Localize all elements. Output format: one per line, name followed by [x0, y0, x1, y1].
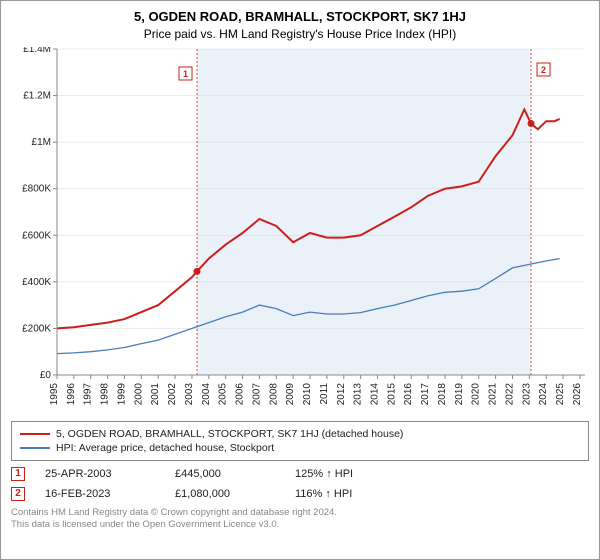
- svg-text:2005: 2005: [218, 383, 229, 406]
- tx-price: £1,080,000: [175, 488, 275, 500]
- svg-text:2020: 2020: [471, 383, 482, 406]
- svg-text:2017: 2017: [420, 383, 431, 406]
- footer-line: Contains HM Land Registry data © Crown c…: [11, 507, 589, 519]
- svg-text:£1M: £1M: [32, 137, 51, 148]
- svg-text:1995: 1995: [49, 383, 60, 406]
- legend-item: 5, OGDEN ROAD, BRAMHALL, STOCKPORT, SK7 …: [20, 428, 580, 440]
- svg-text:£1.2M: £1.2M: [23, 91, 51, 102]
- svg-text:2013: 2013: [353, 383, 364, 406]
- legend-swatch: [20, 433, 50, 435]
- svg-text:2024: 2024: [538, 383, 549, 406]
- tx-date: 16-FEB-2023: [45, 488, 155, 500]
- svg-text:1999: 1999: [116, 383, 127, 406]
- svg-text:2026: 2026: [572, 383, 583, 406]
- svg-text:2021: 2021: [488, 383, 499, 406]
- svg-text:2: 2: [541, 65, 546, 75]
- legend-label: 5, OGDEN ROAD, BRAMHALL, STOCKPORT, SK7 …: [56, 428, 403, 440]
- svg-text:2011: 2011: [319, 383, 330, 405]
- svg-text:£800K: £800K: [22, 184, 51, 195]
- svg-text:2001: 2001: [150, 383, 161, 406]
- svg-text:1996: 1996: [66, 383, 77, 406]
- svg-text:£400K: £400K: [22, 277, 51, 288]
- subtitle: Price paid vs. HM Land Registry's House …: [11, 27, 589, 41]
- svg-text:2009: 2009: [285, 383, 296, 406]
- legend-label: HPI: Average price, detached house, Stoc…: [56, 442, 274, 454]
- svg-text:2022: 2022: [504, 383, 515, 406]
- svg-text:1998: 1998: [100, 383, 111, 406]
- tx-badge: 2: [11, 487, 25, 501]
- svg-text:2019: 2019: [454, 383, 465, 406]
- svg-text:2016: 2016: [403, 383, 414, 406]
- svg-text:£1.4M: £1.4M: [23, 47, 51, 55]
- svg-text:2012: 2012: [336, 383, 347, 406]
- svg-text:2014: 2014: [370, 383, 381, 406]
- transaction-row: 2 16-FEB-2023 £1,080,000 116% ↑ HPI: [11, 487, 589, 501]
- line-chart: £0 £200K £400K £600K £800K £1M £1.2M £1.4M 1995 1…: [11, 47, 589, 417]
- legend-item: HPI: Average price, detached house, Stoc…: [20, 442, 580, 454]
- transaction-row: 1 25-APR-2003 £445,000 125% ↑ HPI: [11, 467, 589, 481]
- tx-hpi: 125% ↑ HPI: [295, 468, 385, 480]
- svg-text:2008: 2008: [268, 383, 279, 406]
- svg-text:2023: 2023: [521, 383, 532, 406]
- svg-text:1: 1: [183, 69, 188, 79]
- svg-text:2007: 2007: [251, 383, 262, 406]
- legend: 5, OGDEN ROAD, BRAMHALL, STOCKPORT, SK7 …: [11, 421, 589, 461]
- tx-date: 25-APR-2003: [45, 468, 155, 480]
- svg-text:2018: 2018: [437, 383, 448, 406]
- chart-area: £0 £200K £400K £600K £800K £1M £1.2M £1.4M 1995 1…: [11, 47, 589, 417]
- tx-price: £445,000: [175, 468, 275, 480]
- footer: Contains HM Land Registry data © Crown c…: [11, 507, 589, 532]
- svg-text:2000: 2000: [133, 383, 144, 406]
- footer-line: This data is licensed under the Open Gov…: [11, 519, 589, 531]
- svg-text:2025: 2025: [555, 383, 566, 406]
- svg-text:2004: 2004: [201, 383, 212, 406]
- svg-text:£600K: £600K: [22, 230, 51, 241]
- title: 5, OGDEN ROAD, BRAMHALL, STOCKPORT, SK7 …: [11, 9, 589, 24]
- svg-text:2015: 2015: [386, 383, 397, 406]
- tx-hpi: 116% ↑ HPI: [295, 488, 385, 500]
- legend-swatch: [20, 447, 50, 449]
- svg-text:1997: 1997: [83, 383, 94, 406]
- tx-badge: 1: [11, 467, 25, 481]
- svg-text:£0: £0: [40, 370, 52, 381]
- svg-text:2003: 2003: [184, 383, 195, 406]
- svg-text:2002: 2002: [167, 383, 178, 406]
- svg-text:2006: 2006: [235, 383, 246, 406]
- svg-text:2010: 2010: [302, 383, 313, 406]
- svg-text:£200K: £200K: [22, 323, 51, 334]
- chart-container: 5, OGDEN ROAD, BRAMHALL, STOCKPORT, SK7 …: [0, 0, 600, 560]
